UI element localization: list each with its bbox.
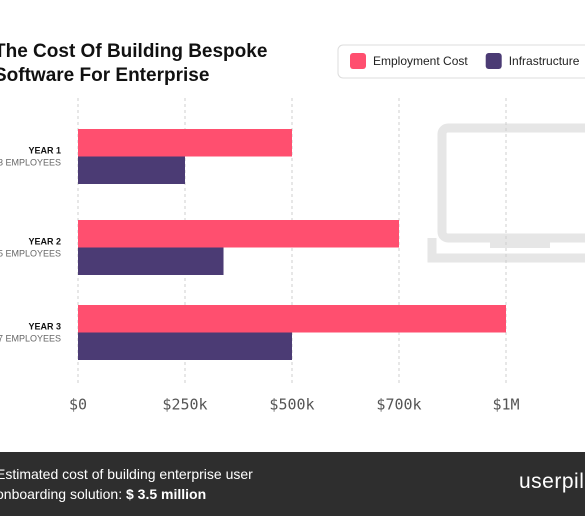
chart-title: The Cost Of Building Bespoke Software Fo… xyxy=(0,41,268,86)
bar xyxy=(78,332,292,360)
bar xyxy=(78,156,185,184)
legend-swatch xyxy=(350,53,366,69)
bar xyxy=(78,305,506,333)
category-sublabel: 5 EMPLOYEES xyxy=(0,248,61,258)
category-label: YEAR 3 xyxy=(28,321,61,331)
x-tick-label: $700k xyxy=(376,396,421,414)
footer-highlight: $ 3.5 million xyxy=(126,486,207,502)
logo: userpilot xyxy=(519,470,585,493)
x-tick-label: $1M xyxy=(492,396,519,414)
footer-text: Estimated cost of building enterprise us… xyxy=(0,464,286,504)
footer-text-main: Estimated cost of building enterprise us… xyxy=(0,466,253,502)
legend-label: Employment Cost xyxy=(373,54,468,68)
category-label: YEAR 1 xyxy=(28,145,61,155)
x-tick-label: $500k xyxy=(269,396,314,414)
x-tick-label: $0 xyxy=(69,396,87,414)
title-box: The Cost Of Building Bespoke Software Fo… xyxy=(0,41,268,86)
chart: The Cost Of Building Bespoke Software Fo… xyxy=(0,41,585,414)
x-tick-label: $250k xyxy=(162,396,207,414)
legend-label: Infrastructure xyxy=(509,54,580,68)
bar xyxy=(78,247,224,275)
footer: Estimated cost of building enterprise us… xyxy=(0,452,585,516)
legend-box xyxy=(337,44,585,79)
legend-swatch xyxy=(485,53,502,69)
category-sublabel: 7 EMPLOYEES xyxy=(0,333,61,343)
category-label: YEAR 2 xyxy=(28,236,61,246)
bar xyxy=(78,129,292,157)
category-sublabel: 3 EMPLOYEES xyxy=(0,157,61,167)
laptop-icon xyxy=(427,123,585,263)
bar xyxy=(78,220,399,248)
